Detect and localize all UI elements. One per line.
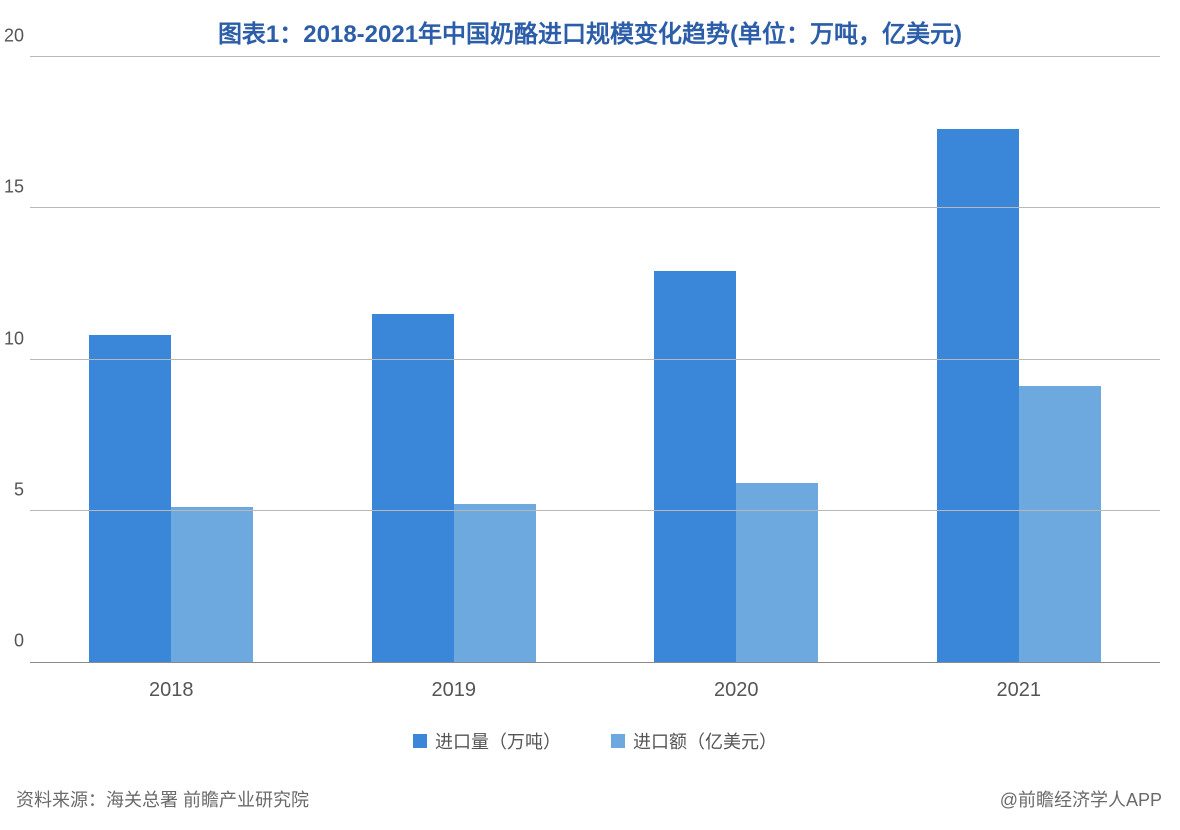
y-tick-label: 20	[4, 26, 30, 47]
bar	[937, 129, 1019, 662]
x-tick-label: 2021	[878, 679, 1161, 702]
x-tick-label: 2019	[313, 679, 596, 702]
bar	[89, 335, 171, 662]
y-tick-label: 15	[4, 177, 30, 198]
legend-swatch	[413, 734, 427, 748]
y-tick-label: 10	[4, 328, 30, 349]
bar	[171, 507, 253, 662]
gridline	[30, 359, 1160, 360]
bar	[372, 314, 454, 662]
legend-item: 进口量（万吨）	[413, 728, 561, 754]
legend-label: 进口量（万吨）	[435, 728, 561, 754]
gridline	[30, 56, 1160, 57]
plot-area: 05101520	[30, 57, 1160, 663]
bar	[1019, 386, 1101, 662]
x-axis-labels: 2018201920202021	[30, 679, 1160, 702]
legend: 进口量（万吨） 进口额（亿美元）	[30, 728, 1160, 754]
legend-label: 进口额（亿美元）	[633, 728, 777, 754]
legend-item: 进口额（亿美元）	[611, 728, 777, 754]
x-tick-label: 2018	[30, 679, 313, 702]
legend-swatch	[611, 734, 625, 748]
y-tick-label: 5	[14, 479, 30, 500]
chart-title: 图表1：2018-2021年中国奶酪进口规模变化趋势(单位：万吨，亿美元)	[0, 0, 1180, 57]
x-tick-label: 2020	[595, 679, 878, 702]
gridline	[30, 207, 1160, 208]
bar	[454, 504, 536, 662]
source-attribution: 资料来源：海关总署 前瞻产业研究院	[16, 786, 309, 812]
y-tick-label: 0	[14, 631, 30, 652]
gridline	[30, 510, 1160, 511]
bar	[654, 271, 736, 662]
app-attribution: @前瞻经济学人APP	[1000, 786, 1162, 812]
chart-container: 05101520 2018201920202021 进口量（万吨） 进口额（亿美元…	[30, 57, 1160, 754]
